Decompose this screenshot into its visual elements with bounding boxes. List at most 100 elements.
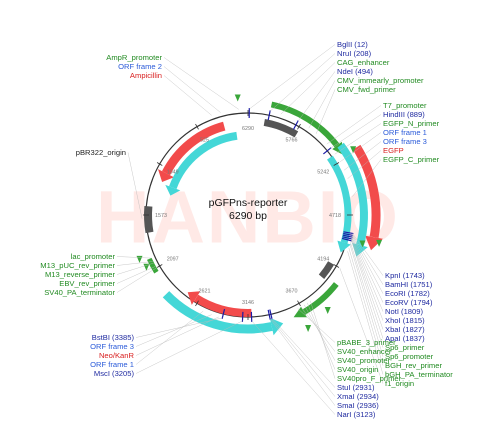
site-marker-stui (269, 309, 273, 320)
f1-origin-arc (318, 261, 335, 279)
label-ebv-rev-primer: EBV_rev_primer (59, 279, 115, 288)
leader-xhoi (351, 237, 384, 321)
label-ndei: NdeI (494) (337, 67, 373, 76)
label-sp6-primer: Sp6_primer (385, 343, 425, 352)
label-sv40-pa-terminator: SV40_PA_terminator (44, 288, 115, 297)
label-ampr-promoter: AmpR_promoter (106, 53, 162, 62)
ampr-promoter-arrow (234, 94, 241, 102)
leader-ebv-rev-primer (116, 266, 156, 284)
label-stui: StuI (2931) (337, 383, 375, 392)
label-ampicillin: Ampicillin (130, 71, 162, 80)
label-egfp: EGFP (383, 146, 404, 155)
sp6-arrow (376, 239, 383, 247)
leader-nari (251, 320, 336, 415)
site-marker-msci (241, 311, 244, 322)
label-bglii: BglII (12) (337, 40, 368, 49)
leader-orf-frame-3 (343, 141, 382, 171)
label-bstbi: BstBI (3385) (92, 333, 135, 342)
tick-mark (333, 264, 340, 268)
tick-mark (195, 300, 199, 307)
leader-bgh-rev-primer (348, 247, 384, 366)
leader-t7-promoter (326, 105, 382, 145)
label-egfp-n-primer: EGFP_N_primer (383, 119, 440, 128)
leader-cag-enhancer (280, 62, 336, 115)
label-ecorv: EcoRV (1794) (385, 298, 433, 307)
neo-arc-arrowhead (187, 291, 201, 305)
label-hindiii: HindIII (889) (383, 110, 425, 119)
label-orf-frame-1: ORF frame 1 (383, 128, 427, 137)
label-pbabe-3-primer: pBABE_3_primer (337, 338, 396, 347)
sv40-promoter-arc-arrowhead (293, 306, 307, 318)
leader-lines (116, 44, 384, 415)
leader-neo-kan (135, 316, 219, 356)
egfp-arc (352, 144, 381, 238)
label-nari: NarI (3123) (337, 410, 376, 419)
sv40-pa-arc (147, 257, 159, 274)
tick-label: 3670 (286, 288, 298, 294)
orf-frame-3-arc-arrowhead (337, 240, 351, 253)
leader-f1-origin (339, 267, 384, 384)
leader-sv40-origin (307, 302, 336, 370)
tick-mark (195, 123, 199, 130)
label-egfp-c-primer: EGFP_C_primer (383, 155, 440, 164)
label-ecori: EcoRI (1782) (385, 289, 430, 298)
label-neo-kan: Neo/KanR (99, 351, 135, 360)
egfp-arc-arrowhead (365, 235, 383, 251)
site-marker-bstbi (221, 308, 226, 319)
lac-arrow (136, 255, 143, 263)
site-marker-ndei (293, 120, 299, 130)
label-m13-puc-rev-primer: M13_pUC_rev_primer (40, 261, 115, 270)
orf-frame-3-arc (327, 155, 352, 244)
leader-orf-frame-1 (339, 132, 382, 163)
leader-orf-frame-2 (163, 66, 221, 113)
leader-m13-puc-rev-primer (116, 261, 153, 266)
site-marker-smai (267, 309, 271, 320)
label-msci: MscI (3205) (94, 369, 135, 378)
site-marker-nrui (267, 110, 271, 121)
tick-layer: 6290 5766 5242 4718 4194 3670 3146 2621 2097 1573… (143, 110, 353, 320)
label-f1-origin: f1_origin (385, 379, 414, 388)
leader-pbabe-3-primer (297, 308, 336, 343)
tick-label: 3146 (242, 300, 254, 306)
tick-label: 6290 (242, 126, 254, 132)
leader-xbai (351, 238, 384, 330)
egfp-c-arrow (359, 240, 366, 248)
tick-mark (297, 300, 301, 307)
leader-xmai (270, 318, 336, 397)
tick-label: 4194 (317, 257, 329, 263)
tick-label: 2621 (199, 288, 211, 294)
leader-bstbi (135, 317, 223, 338)
tick-label: 5242 (317, 170, 329, 176)
orf-frame-2-arc (169, 131, 238, 190)
feature-layer (136, 94, 383, 336)
leader-sv40-pa-terminator (116, 267, 157, 293)
leader-hindiii (330, 114, 382, 149)
tick-label: 1049 (167, 170, 179, 176)
orf-frame-1-arc (337, 142, 368, 247)
tick-label: 4718 (329, 213, 341, 219)
leader-kpni (352, 233, 384, 276)
leader-ampr-promoter (163, 57, 239, 110)
leader-ecorv (351, 236, 384, 303)
pbabe-arrow (305, 325, 312, 333)
m13-arrow (143, 263, 150, 271)
leader-bamhi (352, 234, 384, 285)
leader-sv40pro-f-primer (310, 300, 336, 379)
label-sp6-promoter: Sp6_promoter (385, 352, 434, 361)
tick-label: 5766 (286, 138, 298, 144)
leader-ecori (351, 235, 384, 294)
tick-label: 525 (200, 138, 209, 144)
plasmid-size: 6290 bp (229, 210, 267, 222)
leader-orf-frame-3b (135, 314, 212, 347)
leader-stui (271, 318, 336, 388)
tick-mark (297, 123, 301, 130)
site-marker-bamhi (343, 232, 354, 237)
label-pbr322-origin: pBR322_origin (76, 148, 126, 157)
leader-msci (135, 320, 243, 374)
cag-enhancer-arc (263, 118, 299, 138)
label-nrui: NruI (208) (337, 49, 372, 58)
label-apai: ApaI (1837) (385, 334, 425, 343)
ampicillin-arc (161, 121, 226, 176)
label-xmai: XmaI (2934) (337, 392, 379, 401)
